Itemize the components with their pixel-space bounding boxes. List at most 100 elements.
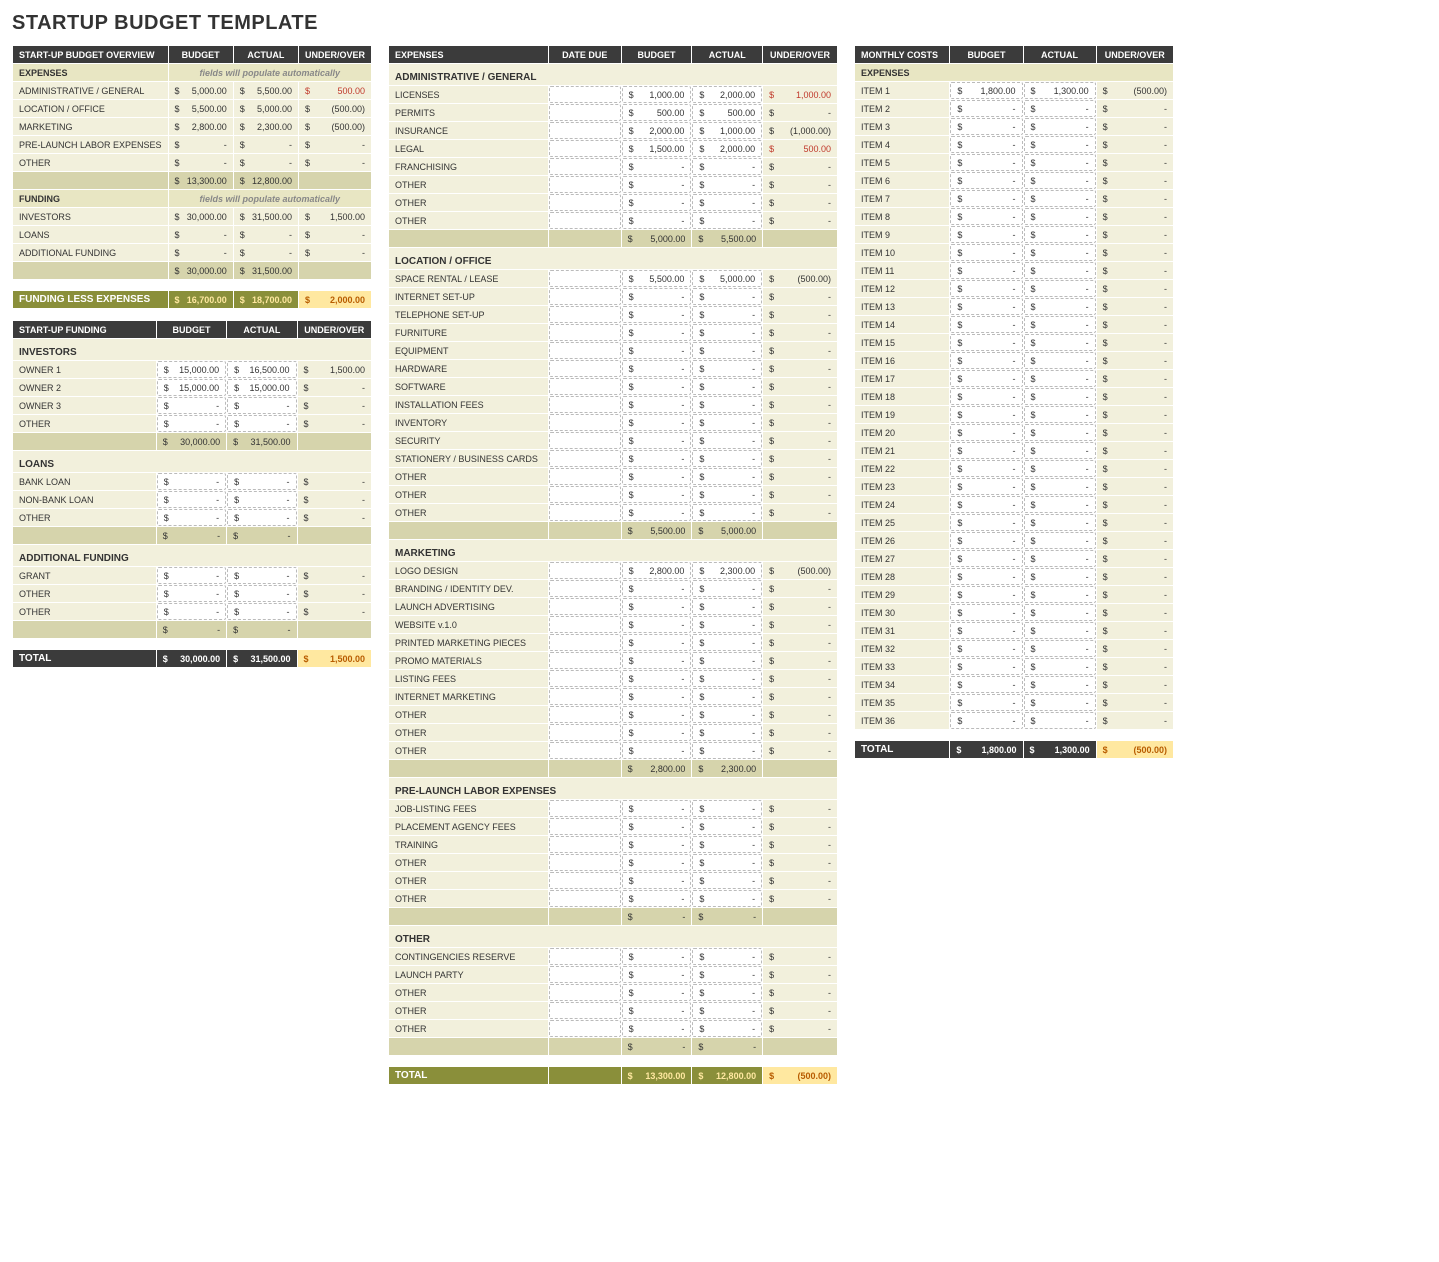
money-cell[interactable]: $- [950,262,1022,279]
money-cell[interactable]: $- [950,280,1022,297]
money-cell[interactable]: $- [1024,460,1096,477]
date-input[interactable] [549,818,621,835]
date-input[interactable] [549,158,621,175]
money-cell[interactable]: $- [622,616,692,633]
money-cell[interactable]: $- [1024,424,1096,441]
date-input[interactable] [549,652,621,669]
money-cell[interactable]: $- [1024,244,1096,261]
money-cell[interactable]: $- [1024,496,1096,513]
money-cell[interactable]: $- [950,154,1022,171]
money-cell[interactable]: $- [950,406,1022,423]
date-input[interactable] [549,378,621,395]
money-cell[interactable]: $- [622,414,692,431]
date-input[interactable] [549,836,621,853]
money-cell[interactable]: $2,300.00 [692,562,762,579]
date-input[interactable] [549,270,621,287]
money-cell[interactable]: $5,500.00 [622,270,692,287]
money-cell[interactable]: $- [950,514,1022,531]
date-input[interactable] [549,288,621,305]
money-cell[interactable]: $- [950,136,1022,153]
date-input[interactable] [549,432,621,449]
money-cell[interactable]: $- [622,212,692,229]
money-cell[interactable]: $- [950,640,1022,657]
money-cell[interactable]: $- [950,226,1022,243]
money-cell[interactable]: $- [692,212,762,229]
money-cell[interactable]: $- [692,194,762,211]
money-cell[interactable]: $- [622,984,692,1001]
money-cell[interactable]: $- [692,688,762,705]
money-cell[interactable]: $- [950,298,1022,315]
date-input[interactable] [549,342,621,359]
money-cell[interactable]: $- [950,496,1022,513]
money-cell[interactable]: $- [1024,208,1096,225]
money-cell[interactable]: $- [692,580,762,597]
date-input[interactable] [549,306,621,323]
money-cell[interactable]: $- [622,948,692,965]
money-cell[interactable]: $- [622,890,692,907]
money-cell[interactable]: $- [1024,172,1096,189]
money-cell[interactable]: $- [1024,190,1096,207]
money-cell[interactable]: $- [227,415,296,432]
money-cell[interactable]: $1,000.00 [692,122,762,139]
money-cell[interactable]: $- [692,652,762,669]
money-cell[interactable]: $- [950,244,1022,261]
money-cell[interactable]: $- [692,176,762,193]
money-cell[interactable]: $- [622,1002,692,1019]
money-cell[interactable]: $- [622,836,692,853]
money-cell[interactable]: $- [622,580,692,597]
money-cell[interactable]: $- [1024,478,1096,495]
money-cell[interactable]: $15,000.00 [227,379,296,396]
money-cell[interactable]: $- [157,509,226,526]
money-cell[interactable]: $- [622,800,692,817]
money-cell[interactable]: $- [622,432,692,449]
money-cell[interactable]: $- [622,670,692,687]
money-cell[interactable]: $- [692,706,762,723]
date-input[interactable] [549,122,621,139]
date-input[interactable] [549,598,621,615]
money-cell[interactable]: $- [1024,154,1096,171]
money-cell[interactable]: $- [622,854,692,871]
money-cell[interactable]: $- [692,818,762,835]
date-input[interactable] [549,984,621,1001]
money-cell[interactable]: $- [227,397,296,414]
money-cell[interactable]: $- [157,397,226,414]
money-cell[interactable]: $- [622,724,692,741]
money-cell[interactable]: $- [692,288,762,305]
money-cell[interactable]: $- [622,486,692,503]
date-input[interactable] [549,890,621,907]
money-cell[interactable]: $- [622,288,692,305]
money-cell[interactable]: $- [1024,676,1096,693]
money-cell[interactable]: $- [1024,442,1096,459]
money-cell[interactable]: $- [1024,712,1096,729]
money-cell[interactable]: $- [950,604,1022,621]
money-cell[interactable]: $- [692,306,762,323]
date-input[interactable] [549,468,621,485]
money-cell[interactable]: $- [1024,550,1096,567]
date-input[interactable] [549,948,621,965]
money-cell[interactable]: $- [950,586,1022,603]
date-input[interactable] [549,396,621,413]
money-cell[interactable]: $- [692,616,762,633]
money-cell[interactable]: $- [1024,658,1096,675]
date-input[interactable] [549,414,621,431]
money-cell[interactable]: $- [950,550,1022,567]
money-cell[interactable]: $- [1024,586,1096,603]
date-input[interactable] [549,194,621,211]
money-cell[interactable]: $- [622,378,692,395]
money-cell[interactable]: $- [1024,532,1096,549]
money-cell[interactable]: $- [692,432,762,449]
money-cell[interactable]: $- [1024,604,1096,621]
money-cell[interactable]: $500.00 [622,104,692,121]
date-input[interactable] [549,872,621,889]
money-cell[interactable]: $- [692,966,762,983]
money-cell[interactable]: $- [950,334,1022,351]
money-cell[interactable]: $- [692,836,762,853]
money-cell[interactable]: $- [157,567,226,584]
money-cell[interactable]: $- [950,442,1022,459]
money-cell[interactable]: $- [950,208,1022,225]
money-cell[interactable]: $1,300.00 [1024,82,1096,99]
money-cell[interactable]: $- [692,414,762,431]
date-input[interactable] [549,580,621,597]
date-input[interactable] [549,360,621,377]
date-input[interactable] [549,688,621,705]
